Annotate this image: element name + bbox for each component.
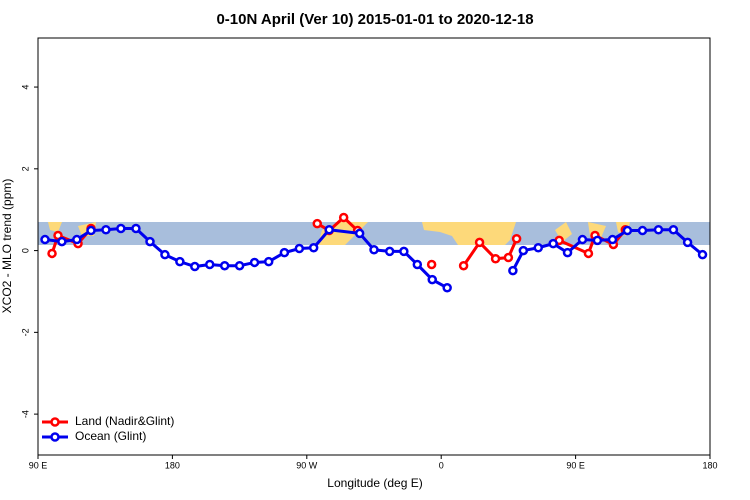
marker	[249, 257, 260, 268]
marker	[57, 236, 67, 247]
marker	[338, 212, 349, 223]
x-tick-label: 180	[165, 460, 180, 470]
marker	[653, 224, 664, 235]
y-tick-label: -4	[20, 410, 30, 418]
marker	[518, 245, 529, 256]
marker	[426, 259, 437, 270]
x-tick-label: 90 E	[29, 460, 48, 470]
marker	[354, 228, 365, 239]
plot-frame	[37, 37, 711, 456]
y-tick-label: 2	[20, 166, 30, 171]
marker	[294, 243, 305, 254]
ocean-band	[38, 222, 710, 245]
land-patch	[48, 222, 62, 232]
marker	[384, 246, 395, 257]
marker	[101, 224, 111, 235]
y-tick-label: -2	[20, 328, 30, 336]
marker	[533, 242, 544, 253]
x-tick-label: 180	[702, 460, 717, 470]
marker	[204, 259, 215, 270]
marker	[607, 234, 618, 245]
x-tick-label: 0	[439, 460, 444, 470]
marker	[308, 242, 319, 253]
marker	[682, 237, 693, 248]
legend-marker	[50, 432, 60, 442]
marker	[47, 248, 57, 259]
marker	[427, 274, 437, 285]
marker	[697, 249, 708, 260]
marker	[86, 225, 96, 236]
marker	[131, 223, 141, 234]
marker	[312, 218, 323, 229]
marker	[40, 234, 50, 245]
marker	[548, 238, 558, 249]
marker	[637, 225, 648, 236]
marker	[145, 236, 155, 247]
marker	[399, 246, 409, 257]
marker	[175, 256, 185, 267]
marker	[442, 283, 452, 293]
legend-label: Land (Nadir&Glint)	[75, 414, 174, 428]
legend-label: Ocean (Glint)	[75, 429, 146, 443]
marker	[412, 259, 423, 270]
x-axis-label: Longitude (deg E)	[327, 476, 422, 490]
marker	[474, 237, 485, 248]
marker	[577, 234, 588, 245]
marker	[592, 235, 603, 246]
land-patch	[422, 222, 516, 245]
marker	[490, 254, 501, 264]
marker	[458, 260, 469, 271]
marker	[190, 261, 200, 272]
marker	[369, 245, 379, 255]
marker	[508, 265, 518, 276]
marker	[72, 234, 82, 245]
marker	[279, 247, 290, 258]
marker	[562, 247, 573, 258]
marker	[324, 224, 334, 235]
marker	[160, 249, 170, 260]
marker	[116, 223, 126, 234]
marker	[622, 225, 633, 236]
marker	[263, 256, 274, 267]
y-tick-label: 4	[20, 85, 30, 90]
marker	[219, 260, 230, 271]
marker	[668, 224, 679, 235]
legend-marker	[50, 417, 60, 427]
chart-title: 0-10N April (Ver 10) 2015-01-01 to 2020-…	[216, 11, 533, 28]
y-axis-label: XCO2 - MLO trend (ppm)	[0, 179, 14, 314]
marker	[583, 248, 594, 259]
marker	[503, 252, 514, 263]
x-tick-label: 90 E	[566, 460, 585, 470]
y-tick-label: 0	[20, 248, 30, 253]
marker	[234, 260, 245, 271]
x-tick-label: 90 W	[296, 460, 318, 470]
marker	[511, 233, 522, 244]
